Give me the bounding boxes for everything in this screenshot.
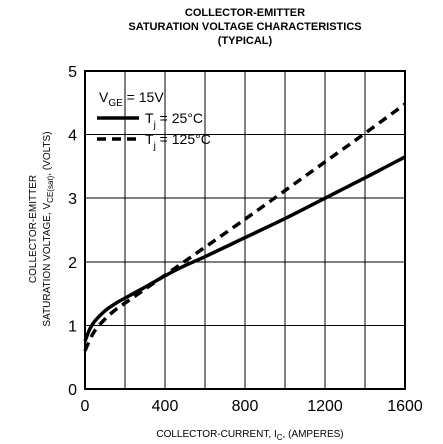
y-axis-label-main: SATURATION VOLTAGE, V	[42, 203, 53, 327]
y-tick-label: 4	[68, 128, 77, 145]
y-axis-label-tail: , (VOLTS)	[42, 131, 53, 175]
x-tick-label: 1600	[387, 398, 423, 415]
chart-title: COLLECTOR-EMITTER SATURATION VOLTAGE CHA…	[128, 7, 361, 47]
x-axis-ticks: 0 400 800 1200 1600	[81, 398, 423, 415]
x-tick-label: 0	[81, 398, 90, 415]
title-line-2: SATURATION VOLTAGE CHARACTERISTICS	[128, 21, 361, 33]
grid-lines	[85, 71, 405, 389]
y-tick-label: 2	[68, 255, 77, 272]
x-tick-label: 800	[232, 398, 259, 415]
legend-entry: Tj = 125°C	[145, 131, 211, 152]
x-axis-label-tail: , (AMPERES)	[283, 429, 344, 440]
legend-entry-tail: = 25°C	[156, 110, 203, 126]
x-axis-label-main: COLLECTOR-CURRENT, I	[156, 429, 276, 440]
data-series	[83, 102, 407, 352]
legend-heading-sub: GE	[108, 98, 123, 109]
y-tick-label: 1	[68, 318, 77, 335]
legend-entry-tail: = 125°C	[156, 131, 211, 147]
legend-entry-main: T	[145, 110, 154, 126]
legend-heading-main: V	[99, 89, 109, 105]
y-tick-label: 3	[68, 191, 77, 208]
x-axis-label-sub: C	[277, 433, 283, 442]
x-axis-label: COLLECTOR-CURRENT, IC, (AMPERES)	[156, 429, 343, 442]
series-line-125c	[83, 102, 407, 352]
title-line-1: COLLECTOR-EMITTER	[185, 7, 305, 19]
title-line-3: (TYPICAL)	[218, 35, 273, 47]
legend-entry-sub: j	[153, 141, 156, 152]
x-tick-label: 1200	[307, 398, 343, 415]
y-axis-label-line-1: COLLECTOR-EMITTER	[28, 175, 39, 283]
legend-heading-tail: = 15V	[123, 89, 165, 105]
y-axis-ticks: 0 1 2 3 4 5	[68, 64, 77, 399]
y-axis-label: COLLECTOR-EMITTER SATURATION VOLTAGE, VC…	[28, 131, 55, 326]
x-tick-label: 400	[152, 398, 179, 415]
legend-entry: Tj = 25°C	[145, 110, 203, 131]
legend-entry-sub: j	[153, 120, 156, 131]
plot-frame	[84, 70, 406, 390]
y-tick-label: 5	[68, 64, 77, 81]
y-axis-label-line-2: SATURATION VOLTAGE, VCE(sat), (VOLTS)	[42, 131, 55, 326]
legend-entry-main: T	[145, 131, 154, 147]
legend-heading: VGE = 15V	[99, 89, 164, 109]
y-tick-label: 0	[68, 382, 77, 399]
y-axis-label-sub: CE(sat)	[46, 175, 55, 202]
